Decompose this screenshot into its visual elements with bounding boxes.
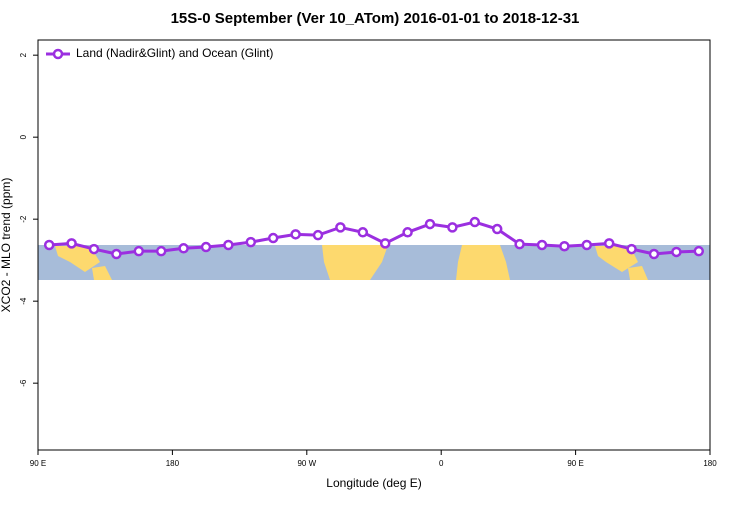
point <box>357 227 369 238</box>
x-tick-label: 90 E <box>30 459 46 468</box>
chart-title: 15S-0 September (Ver 10_ATom) 2016-01-01… <box>171 10 580 27</box>
point <box>514 238 525 250</box>
point <box>200 241 212 253</box>
point <box>133 245 145 257</box>
point <box>491 223 503 235</box>
point <box>603 238 615 249</box>
y-tick-label: -4 <box>19 297 28 305</box>
legend-marker <box>52 48 64 60</box>
point <box>155 245 167 257</box>
point <box>245 236 257 248</box>
point <box>267 232 279 244</box>
y-tick-label: 0 <box>19 134 28 139</box>
point <box>447 222 458 233</box>
y-tick-label: -6 <box>19 379 28 387</box>
point <box>379 238 391 249</box>
point <box>88 243 100 255</box>
plot-frame <box>37 39 711 451</box>
point <box>581 239 593 251</box>
point <box>402 227 413 238</box>
legend-label: Land (Nadir&Glint) and Ocean (Glint) <box>76 46 273 60</box>
point <box>469 216 481 228</box>
y-tick-label: 2 <box>19 52 28 57</box>
point <box>424 218 436 230</box>
point <box>223 239 234 251</box>
point <box>626 243 637 255</box>
point <box>335 222 346 233</box>
point <box>693 245 705 257</box>
point <box>648 248 660 260</box>
map-background <box>38 245 710 280</box>
point <box>536 239 548 251</box>
point <box>671 246 682 258</box>
x-axis-label: Longitude (deg E) <box>326 476 421 490</box>
point <box>111 248 122 260</box>
x-tick-label: 90 E <box>567 459 583 468</box>
point <box>290 229 301 240</box>
y-axis-label: XCO2 - MLO trend (ppm) <box>0 178 13 313</box>
point <box>559 240 570 252</box>
point <box>66 238 77 249</box>
point <box>178 243 189 254</box>
x-tick-label: 180 <box>166 459 180 468</box>
x-tick-label: 90 W <box>297 459 316 468</box>
point <box>312 229 324 241</box>
y-tick-label: -2 <box>19 215 28 223</box>
point <box>43 239 55 251</box>
x-tick-label: 0 <box>439 459 444 468</box>
x-tick-label: 180 <box>703 459 717 468</box>
